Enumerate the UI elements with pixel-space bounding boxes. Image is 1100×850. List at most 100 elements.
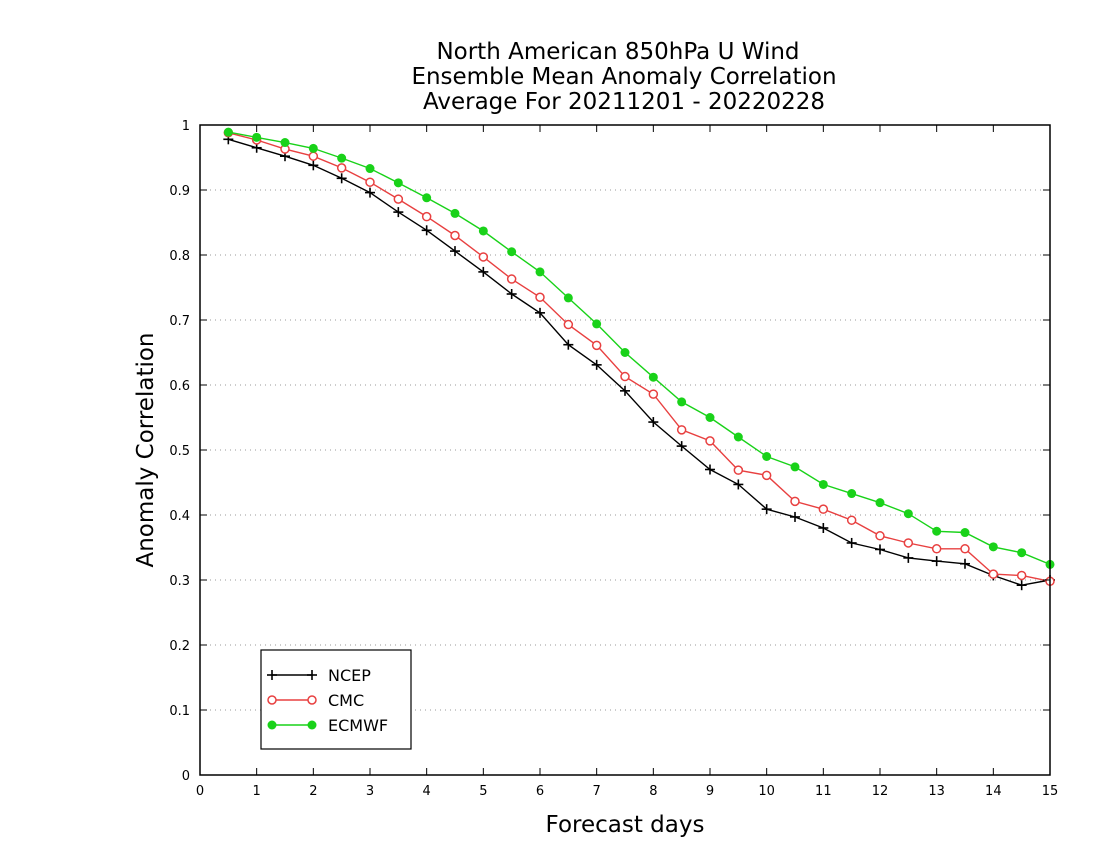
point-ecmwf-17 — [705, 413, 715, 422]
point-ecmwf-18 — [733, 432, 743, 442]
point-ecmwf-24 — [903, 509, 913, 519]
point-ncep-18 — [733, 479, 744, 490]
x-tick-label-2: 2 — [309, 784, 317, 799]
point-ecmwf-9 — [478, 226, 488, 236]
legend-marker-left-ecmwf — [267, 720, 277, 730]
point-ncep-16 — [676, 441, 687, 452]
point-ncep-14 — [620, 385, 630, 396]
point-ncep-9 — [478, 266, 489, 277]
point-ecmwf-20 — [790, 462, 800, 472]
y-tick-label-3: 0.3 — [169, 574, 190, 589]
point-ecmwf-7 — [422, 193, 432, 203]
point-ecmwf-10 — [507, 247, 517, 257]
title-line-3: Average For 20211201 - 20220228 — [423, 89, 825, 115]
legend-marker-right-ncep — [307, 670, 317, 680]
x-tick-label-15: 15 — [1042, 784, 1059, 799]
x-tick-label-7: 7 — [593, 784, 601, 799]
point-cmc-13 — [591, 340, 602, 351]
point-ecmwf-4 — [337, 153, 347, 163]
point-cmc-21 — [818, 504, 829, 514]
point-cmc-18 — [733, 465, 744, 475]
title-line-1: North American 850hPa U Wind — [436, 39, 799, 65]
x-tick-label-1: 1 — [253, 784, 261, 799]
point-ncep-23 — [875, 544, 885, 555]
title-line-2: Ensemble Mean Anomaly Correlation — [411, 64, 836, 90]
point-cmc-16 — [676, 425, 687, 435]
point-ncep-13 — [591, 359, 602, 370]
y-tick-label-5: 0.5 — [169, 444, 190, 459]
y-tick-label-7: 0.7 — [169, 314, 190, 329]
y-tick-label-9: 0.9 — [169, 184, 190, 199]
y-tick-label-8: 0.8 — [169, 249, 190, 264]
point-ecmwf-22 — [847, 489, 857, 499]
y-tick-label-1: 0.1 — [169, 704, 190, 719]
point-ecmwf-23 — [875, 498, 885, 508]
point-ncep-11 — [535, 307, 545, 318]
point-cmc-28 — [1016, 570, 1027, 581]
legend-label-ncep: NCEP — [328, 666, 371, 685]
point-ncep-22 — [846, 537, 857, 548]
chart-title: North American 850hPa U Wind Ensemble Me… — [411, 39, 836, 115]
x-tick-label-8: 8 — [649, 784, 657, 799]
x-tick-label-0: 0 — [196, 784, 204, 799]
x-axis-ticks: 0 1 2 3 4 5 6 7 8 9 10 11 12 13 14 15 — [196, 125, 1058, 799]
y-axis-ticks: 0 0.1 0.2 0.3 0.4 0.5 0.6 0.7 0.8 0.9 1 — [169, 119, 1050, 784]
x-tick-label-11: 11 — [815, 784, 832, 799]
point-ecmwf-27 — [988, 542, 998, 552]
legend-label-ecmwf: ECMWF — [328, 716, 388, 735]
x-tick-label-10: 10 — [758, 784, 775, 799]
point-cmc-26 — [960, 544, 970, 554]
point-cmc-3 — [308, 151, 319, 161]
point-cmc-22 — [846, 515, 857, 525]
point-ecmwf-11 — [535, 267, 545, 277]
point-ncep-28 — [1016, 580, 1027, 591]
point-cmc-9 — [478, 252, 489, 262]
x-tick-label-9: 9 — [706, 784, 714, 799]
point-ecmwf-13 — [592, 319, 602, 329]
series-ncep — [223, 134, 1055, 591]
point-ecmwf-1 — [252, 132, 262, 142]
point-ncep-19 — [761, 504, 772, 515]
point-ncep-6 — [393, 207, 404, 218]
point-cmc-7 — [421, 211, 432, 222]
point-ecmwf-16 — [677, 397, 687, 407]
point-ncep-8 — [450, 246, 460, 257]
point-cmc-15 — [648, 389, 659, 399]
point-cmc-5 — [365, 177, 375, 187]
legend-marker-left-cmc — [267, 695, 277, 705]
point-ecmwf-2 — [280, 138, 290, 148]
point-ncep-5 — [365, 187, 375, 198]
y-tick-label-10: 1 — [182, 119, 190, 134]
point-ecmwf-14 — [620, 348, 630, 357]
x-tick-label-14: 14 — [985, 784, 1002, 799]
x-tick-label-3: 3 — [366, 784, 374, 799]
y-axis-label: Anomaly Correlation — [133, 332, 159, 567]
point-ecmwf-26 — [960, 528, 970, 538]
x-tick-label-6: 6 — [536, 784, 544, 799]
point-ncep-4 — [336, 173, 347, 184]
y-tick-label-2: 0.2 — [169, 639, 190, 654]
point-cmc-12 — [563, 319, 574, 330]
x-tick-label-5: 5 — [479, 784, 487, 799]
point-cmc-8 — [450, 230, 460, 241]
x-tick-label-12: 12 — [872, 784, 889, 799]
point-cmc-17 — [705, 436, 715, 446]
point-cmc-24 — [903, 538, 914, 548]
point-ncep-24 — [903, 552, 914, 563]
point-cmc-4 — [336, 163, 347, 173]
point-cmc-19 — [761, 470, 772, 481]
point-ncep-26 — [960, 558, 970, 569]
point-ncep-12 — [563, 339, 574, 350]
legend-marker-left-ncep — [267, 670, 277, 680]
point-ncep-21 — [818, 523, 829, 533]
y-tick-label-6: 0.6 — [169, 379, 190, 394]
legend-marker-right-cmc — [307, 695, 317, 705]
point-cmc-6 — [393, 194, 404, 204]
legend: NCEP CMC ECMWF — [260, 649, 412, 750]
series-group — [223, 127, 1055, 591]
point-cmc-10 — [506, 274, 517, 284]
point-cmc-23 — [875, 531, 885, 541]
point-ecmwf-25 — [932, 526, 942, 536]
gridlines — [200, 189, 1050, 711]
